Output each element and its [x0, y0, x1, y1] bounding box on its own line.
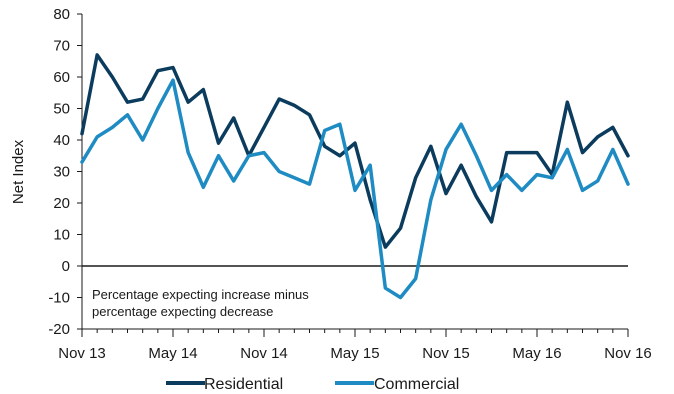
x-tick-label: Nov 15 — [422, 345, 470, 362]
y-tick-label: -10 — [48, 290, 70, 307]
x-tick-label: May 16 — [512, 345, 561, 362]
annotation-line-2: percentage expecting decrease — [92, 304, 273, 319]
x-axis: Nov 13 May 14 Nov 14 May 15 Nov 15 May 16 Nov … — [58, 265, 652, 362]
legend-label-commercial: Commercial — [374, 376, 459, 393]
x-tick-label: Nov 14 — [240, 345, 288, 362]
y-tick-label: 80 — [53, 6, 70, 23]
legend: Residential Commercial — [166, 376, 459, 393]
y-tick-label: 0 — [62, 258, 70, 275]
x-tick-label: May 14 — [148, 345, 197, 362]
annotation-line-1: Percentage expecting increase minus — [92, 287, 309, 302]
x-tick-label: Nov 13 — [58, 345, 106, 362]
y-tick-label: 40 — [53, 132, 70, 149]
y-tick-label: 20 — [53, 195, 70, 212]
x-tick-label: May 15 — [330, 345, 379, 362]
y-tick-label: 60 — [53, 69, 70, 86]
y-tick-label: 70 — [53, 38, 70, 55]
legend-label-residential: Residential — [204, 376, 283, 393]
series-line-residential — [80, 53, 630, 249]
series-line-commercial — [80, 78, 630, 300]
y-tick-label: 10 — [53, 227, 70, 244]
x-tick-label: Nov 16 — [604, 345, 652, 362]
y-tick-label: -20 — [48, 321, 70, 338]
series-layer — [80, 53, 630, 300]
y-tick-label: 30 — [53, 164, 70, 181]
y-axis-title: Net Index — [10, 139, 27, 204]
y-tick-label: 50 — [53, 101, 70, 118]
y-axis: -20 -10 0 10 20 30 40 50 60 70 80 — [48, 6, 83, 338]
